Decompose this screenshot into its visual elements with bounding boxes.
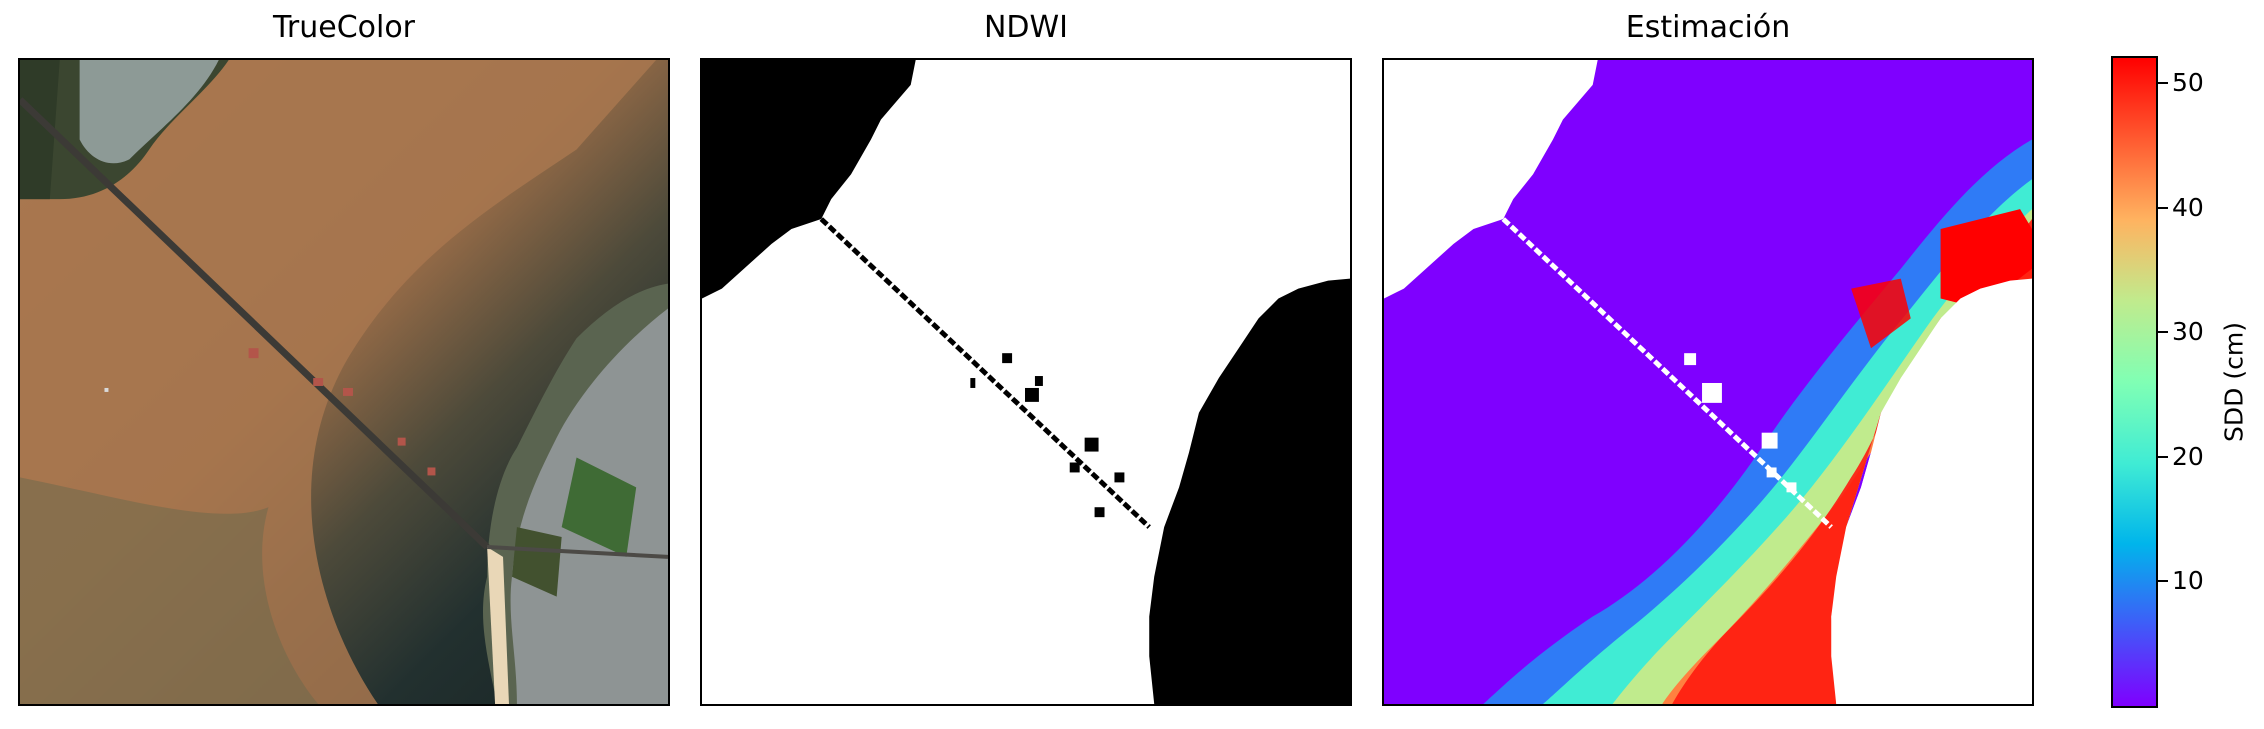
colorbar-tick-label: 40 <box>2172 192 2204 222</box>
truecolor-title: TrueColor <box>272 10 416 45</box>
sdd-estimation-map <box>1382 58 2034 706</box>
colorbar-tick-label: 10 <box>2172 566 2204 596</box>
colorbar-tick <box>2158 455 2168 458</box>
colorbar-tick <box>2158 580 2168 583</box>
colorbar-label: SDD (cm) <box>2219 322 2249 442</box>
colorbar-tick-label: 30 <box>2172 317 2204 347</box>
ndwi-mask <box>700 58 1352 706</box>
truecolor-image <box>18 58 670 706</box>
colorbar-tick <box>2158 81 2168 84</box>
colorbar-tick <box>2158 206 2168 209</box>
ndwi-title: NDWI <box>983 10 1069 45</box>
colorbar <box>2111 56 2158 708</box>
colorbar-tick <box>2158 331 2168 334</box>
colorbar-tick-label: 50 <box>2172 67 2204 97</box>
estimacion-title: Estimación <box>1625 10 1791 45</box>
colorbar-tick-label: 20 <box>2172 441 2204 471</box>
